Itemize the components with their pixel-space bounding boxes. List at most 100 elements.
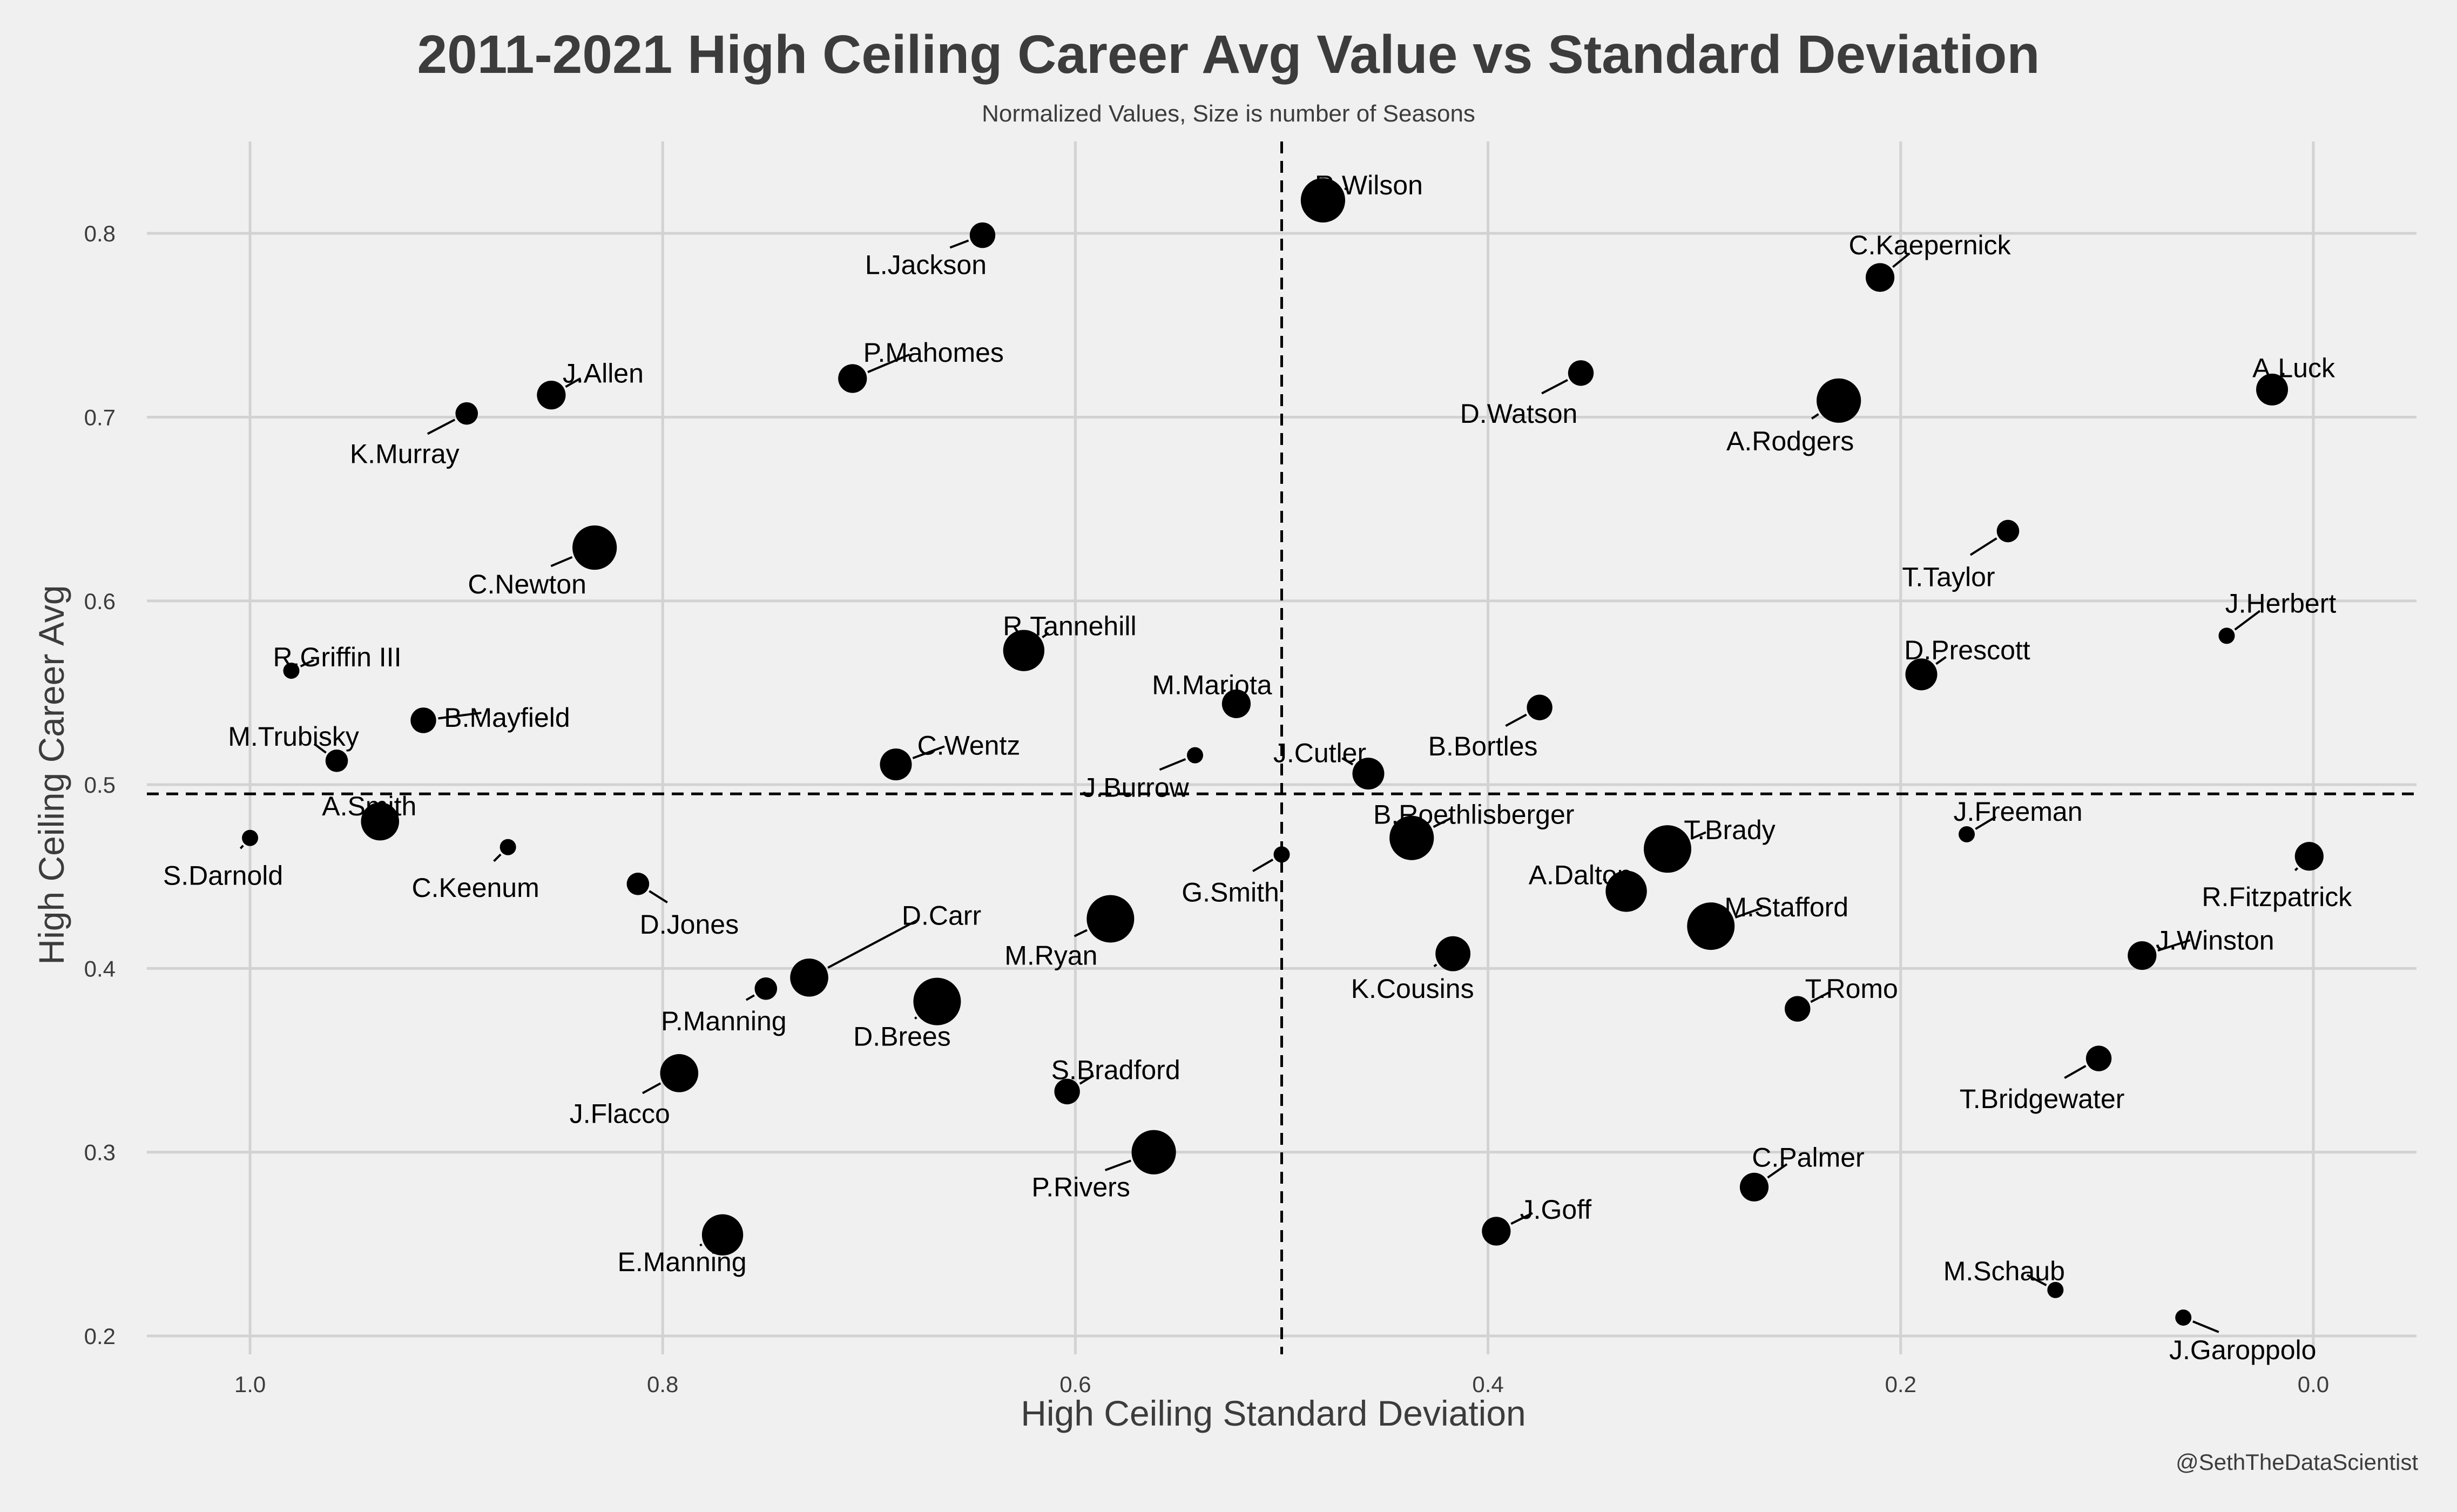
- data-point: [1905, 658, 1938, 691]
- label-leader: [438, 712, 482, 720]
- label-leader: [1505, 713, 1527, 727]
- data-point: [1785, 996, 1811, 1022]
- point-label: L.Jackson: [865, 250, 987, 280]
- label-leader: [2282, 372, 2285, 376]
- point-label: J.Freeman: [1954, 796, 2083, 827]
- label-leader: [1541, 379, 1568, 395]
- label-leader: [1767, 1163, 1788, 1179]
- data-point: [283, 663, 300, 679]
- point-label: K.Murray: [350, 439, 460, 469]
- point-label: T.Brady: [1684, 815, 1776, 845]
- point-label: D.Jones: [640, 909, 739, 940]
- data-point: [1352, 758, 1385, 790]
- label-leader: [745, 994, 755, 1001]
- data-point: [361, 802, 400, 841]
- point-label: D.Carr: [902, 900, 981, 930]
- label-leader: [427, 418, 456, 435]
- point-label: M.Trubisky: [228, 721, 359, 752]
- label-leader: [1042, 632, 1049, 638]
- label-leader: [1811, 413, 1819, 420]
- data-point: [1605, 870, 1647, 912]
- label-leader: [313, 743, 327, 754]
- data-point: [2047, 1281, 2064, 1298]
- data-point: [455, 402, 478, 425]
- label-leader: [1433, 963, 1437, 968]
- label-leader: [1969, 537, 1997, 556]
- point-label: R.Griffin III: [273, 642, 401, 672]
- data-point: [1644, 825, 1692, 873]
- point-label: C.Kaepernick: [1848, 230, 2011, 260]
- point-label: T.Taylor: [1902, 562, 1995, 592]
- label-leader: [1892, 252, 1911, 268]
- data-point: [1273, 846, 1290, 863]
- data-point: [572, 525, 617, 570]
- point-label: J.Garoppolo: [2169, 1335, 2316, 1365]
- point-label: P.Mahomes: [863, 338, 1004, 368]
- data-point: [1054, 1078, 1080, 1105]
- label-leader: [2192, 1320, 2219, 1333]
- point-label: M.Schaub: [1943, 1256, 2065, 1286]
- label-leader: [1079, 1074, 1095, 1085]
- tick-labels: 1.0 0.8 0.6 0.4 0.2 0.0 0.2 0.3 0.4 0.5 0.6 0.7 0.8: [84, 221, 2330, 1397]
- label-leader: [2157, 939, 2191, 952]
- point-label: R.Fitzpatrick: [2202, 882, 2352, 912]
- data-point: [500, 839, 516, 855]
- data-point: [701, 1214, 744, 1256]
- data-point: [1482, 1217, 1511, 1246]
- point-label: K.Cousins: [1351, 974, 1474, 1004]
- y-axis-label: High Ceiling Career Avg: [31, 585, 71, 964]
- point-label: J.Burrow: [1082, 773, 1189, 803]
- label-leader: [1935, 656, 1947, 665]
- data-point: [1221, 689, 1251, 718]
- y-tick-label: 0.3: [84, 1140, 116, 1165]
- point-label: S.Bradford: [1051, 1055, 1180, 1085]
- point-label: B.Bortles: [1428, 731, 1538, 761]
- point-label: M.Stafford: [1724, 892, 1848, 922]
- data-point: [1086, 895, 1135, 943]
- y-tick-label: 0.8: [84, 221, 116, 246]
- y-tick-label: 0.4: [84, 956, 116, 981]
- point-label: R.Tannehill: [1003, 611, 1136, 642]
- label-leader: [1223, 689, 1226, 692]
- data-point: [1996, 519, 2020, 543]
- y-tick-label: 0.6: [84, 589, 116, 614]
- point-label: C.Newton: [468, 569, 586, 599]
- data-point: [1527, 694, 1552, 720]
- point-label: G.Smith: [1182, 877, 1279, 907]
- chart-caption: @SethTheDataScientist: [2176, 1449, 2418, 1475]
- data-point: [1435, 936, 1471, 971]
- x-tick-label: 1.0: [234, 1372, 266, 1397]
- y-tick-label: 0.7: [84, 404, 116, 430]
- label-leader: [239, 845, 244, 849]
- data-point: [1568, 360, 1594, 386]
- label-leader: [1433, 817, 1452, 828]
- point-label: M.Mariota: [1152, 670, 1272, 700]
- data-point: [660, 1054, 699, 1092]
- chart-subtitle: Normalized Values, Size is number of Sea…: [982, 100, 1475, 127]
- label-leader: [699, 1243, 703, 1247]
- label-leader: [1344, 187, 1347, 191]
- point-label: J.Cutler: [1273, 738, 1366, 768]
- data-point: [2294, 842, 2324, 871]
- point-label: E.Manning: [618, 1247, 747, 1277]
- label-leader: [912, 745, 945, 759]
- data-point: [1865, 263, 1895, 292]
- point-label: C.Palmer: [1752, 1142, 1864, 1172]
- point-label: P.Manning: [661, 1006, 787, 1036]
- point-label: B.Mayfield: [444, 703, 570, 733]
- label-leader: [642, 1082, 662, 1095]
- point-label: D.Brees: [853, 1022, 951, 1052]
- label-leader: [1510, 1212, 1533, 1225]
- data-point: [1959, 826, 1975, 842]
- point-labels: R.Wilson L.Jackson C.Kaepernick P.Mahomes J.…: [163, 170, 2352, 1365]
- point-label: A.Smith: [322, 791, 416, 821]
- data-point: [1817, 378, 1861, 423]
- x-axis-label: High Ceiling Standard Deviation: [1021, 1393, 1526, 1433]
- label-leader: [2234, 610, 2261, 631]
- reference-lines: [147, 141, 2416, 1354]
- x-tick-label: 0.2: [1885, 1372, 1916, 1397]
- label-leader: [1810, 991, 1830, 1003]
- data-point: [537, 381, 566, 410]
- data-point: [1687, 902, 1735, 950]
- point-label: J.Allen: [563, 359, 644, 389]
